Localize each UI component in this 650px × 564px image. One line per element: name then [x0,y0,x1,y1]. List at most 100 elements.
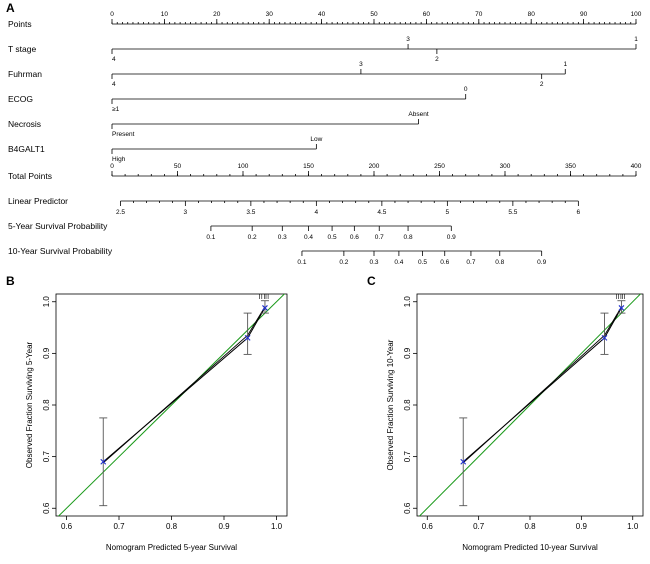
tick-label: 150 [303,163,314,170]
level-label: 4 [112,56,116,63]
tick-label: 6 [577,209,581,216]
tick-label: 0.6 [350,234,359,241]
calibration-panel-10yr: 0.6 0.7 0.8 0.9 1.0 0.6 0.7 0.8 0.9 1.0 Nomogram P… [386,293,644,552]
y-axis-title: Observed Fraction Surviving 5-Year [25,341,34,468]
tick-label: 90 [580,11,588,18]
level-label: 4 [112,81,116,88]
tick-label: 0 [110,11,114,18]
ideal-line [57,294,286,516]
tick-label: 5.5 [508,209,517,216]
data-point-marker [244,334,251,341]
panel-letter-b: B [6,274,15,288]
tick-label: 2.5 [116,209,125,216]
level-label: Absent [408,111,428,118]
level-label: High [112,156,126,163]
observed-line [102,307,266,463]
level-label: 0 [464,86,468,93]
tick-label: 300 [500,163,511,170]
tick-label: 0.9 [447,234,456,241]
tick-label: 0.4 [304,234,313,241]
y-axis-title: Observed Fraction Surviving 10-Year [386,339,395,470]
tick-label: 3.5 [246,209,255,216]
row-label-necrosis: Necrosis [8,119,41,129]
tick-label: 0.7 [466,259,475,266]
tick-label: 100 [238,163,249,170]
panel-letter-c: C [367,274,376,288]
tick-label: 50 [370,11,378,18]
data-point-marker [601,334,608,341]
level-label: 3 [406,36,410,43]
row-label-points: Points [8,19,32,29]
tick-label: 3 [184,209,188,216]
tick-label: 4 [315,209,319,216]
y-tick-label: 1.0 [403,296,412,308]
ideal-line [418,294,642,516]
level-label: ≥1 [112,106,120,113]
level-label: Present [112,131,135,138]
tick-label: 0.6 [440,259,449,266]
tick-label: 40 [318,11,326,18]
tick-label: 4.5 [377,209,386,216]
x-axis-title: Nomogram Predicted 5-year Survival [106,543,237,552]
tick-label: 350 [565,163,576,170]
level-label: 2 [540,81,544,88]
tick-label: 0 [110,163,114,170]
y-tick-label: 1.0 [42,296,51,308]
tick-label: 0.9 [537,259,546,266]
calibration-panel-5yr: 0.6 0.7 0.8 0.9 1.0 0.6 0.7 0.8 0.9 1.0 Nomogram P… [25,293,288,552]
tick-label: 80 [528,11,536,18]
x-tick-label: 0.9 [576,522,588,531]
row-label-5-year-survival-probability: 5-Year Survival Probability [8,221,108,231]
x-tick-label: 1.0 [627,522,639,531]
data-point-marker [262,305,268,311]
tick-label: 200 [369,163,380,170]
data-point-marker [100,458,107,465]
tick-label: 0.1 [297,259,306,266]
row-label-10-year-survival-probability: 10-Year Survival Probability [8,246,113,256]
y-tick-label: 0.8 [42,399,51,411]
x-tick-label: 0.7 [473,522,485,531]
tick-label: 0.7 [375,234,384,241]
row-label-t-stage: T stage [8,44,36,54]
tick-label: 0.5 [328,234,337,241]
tick-label: 0.3 [369,259,378,266]
tick-label: 0.2 [248,234,257,241]
y-tick-label: 0.8 [403,399,412,411]
y-tick-label: 0.6 [403,502,412,514]
tick-label: 0.5 [418,259,427,266]
x-axis-title: Nomogram Predicted 10-year Survival [462,543,598,552]
x-tick-label: 0.9 [218,522,230,531]
tick-label: 0.1 [206,234,215,241]
tick-label: 50 [174,163,182,170]
tick-label: 5 [446,209,450,216]
corrected-line [462,306,622,464]
data-point-marker [460,458,467,465]
y-tick-label: 0.9 [403,347,412,359]
x-tick-label: 0.6 [422,522,434,531]
y-tick-label: 0.6 [42,502,51,514]
x-tick-label: 0.8 [524,522,536,531]
level-label: 1 [563,61,567,68]
level-label: 3 [359,61,363,68]
x-tick-label: 1.0 [271,522,283,531]
tick-label: 100 [631,11,642,18]
data-point-marker [618,305,625,311]
corrected-line [103,306,266,464]
row-label-b4galt1: B4GALT1 [8,144,45,154]
tick-label: 0.8 [404,234,413,241]
row-label-fuhrman: Fuhrman [8,69,42,79]
level-label: 1 [634,36,638,43]
tick-label: 0.3 [278,234,287,241]
observed-line [462,307,622,463]
tick-label: 400 [631,163,642,170]
tick-label: 10 [161,11,169,18]
row-label-linear-predictor: Linear Predictor [8,196,68,206]
x-tick-label: 0.7 [113,522,125,531]
y-tick-label: 0.7 [42,451,51,463]
x-tick-label: 0.8 [166,522,178,531]
tick-label: 60 [423,11,431,18]
tick-label: 250 [434,163,445,170]
tick-label: 0.4 [394,259,403,266]
